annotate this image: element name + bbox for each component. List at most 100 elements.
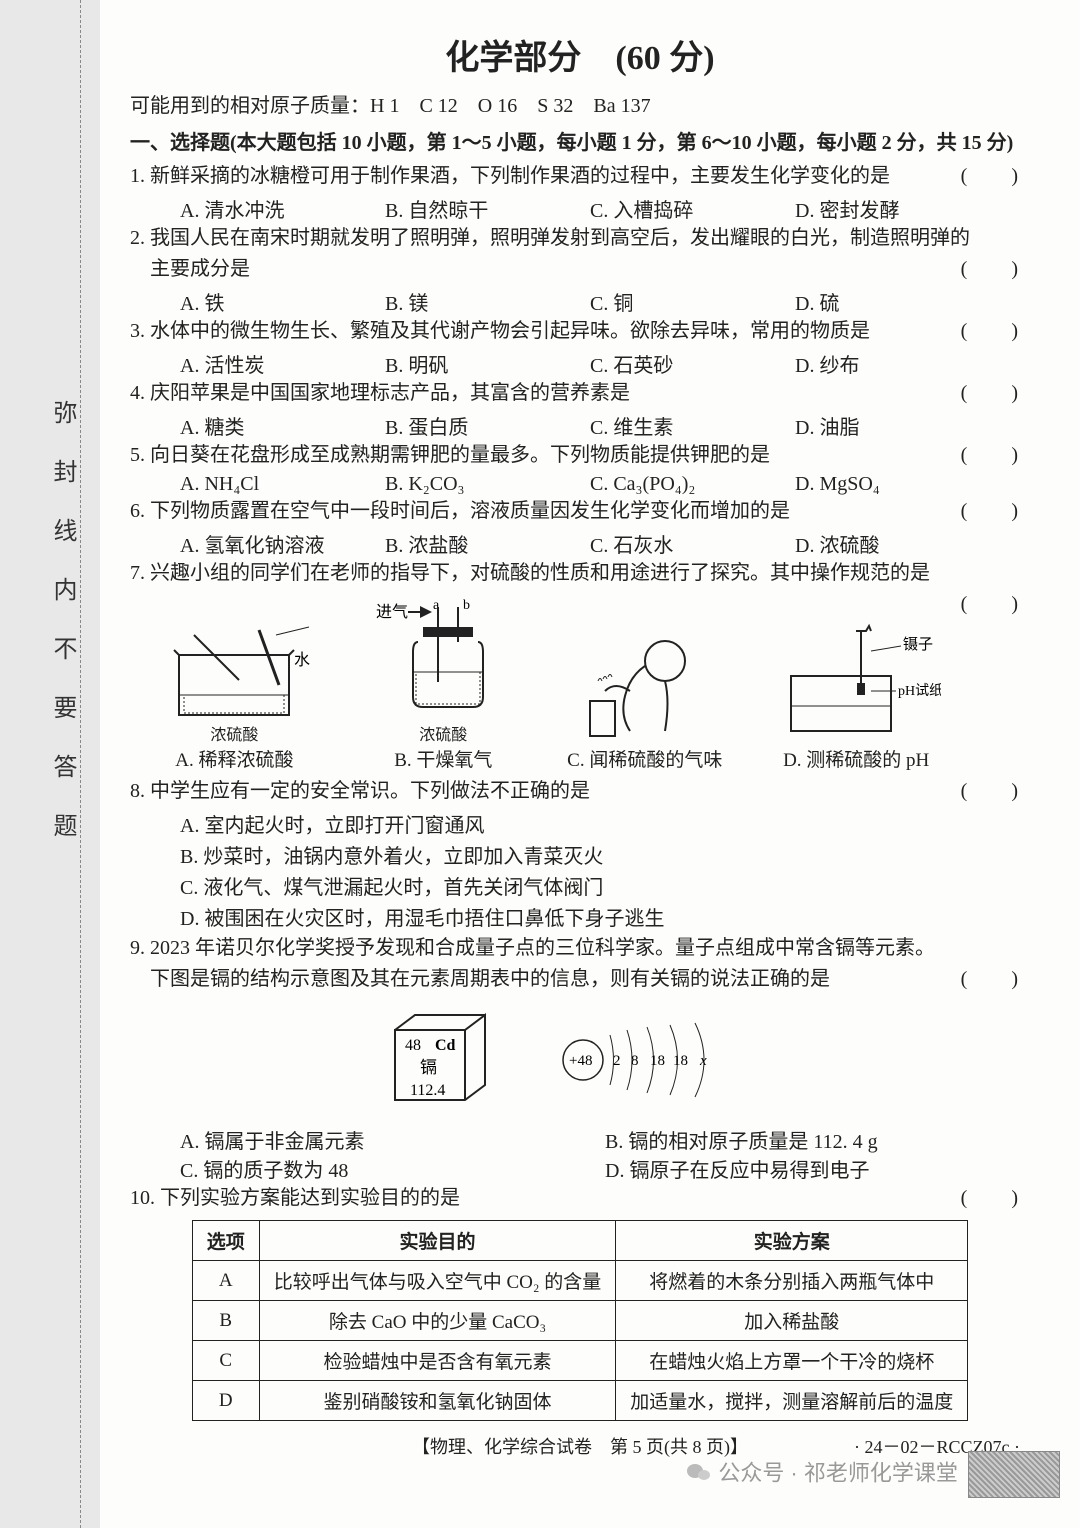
q9-opt-c: C. 镉的质子数为 48 xyxy=(180,1154,605,1183)
q4-stem: 4. 庆阳苹果是中国国家地理标志产品，其富含的营养素是( ) xyxy=(130,378,1030,409)
q2-stem2: 主要成分是( ) xyxy=(130,254,1030,285)
q5-opt-d: D. MgSO₄ xyxy=(795,473,1000,496)
table-row: A 比较呼出气体与吸入空气中 CO₂ 的含量 将燃着的木条分别插入两瓶气体中 xyxy=(192,1261,968,1301)
q2-opt-a: A. 铁 xyxy=(180,287,385,316)
q7-fig-d: 镊子 pH试纸 D. 测稀硫酸的 pH xyxy=(771,621,941,772)
question-6: 6. 下列物质露置在空气中一段时间后，溶液质量因发生化学变化而增加的是( ) xyxy=(130,496,1030,527)
q3-opt-a: A. 活性炭 xyxy=(180,349,385,378)
svg-text:镉: 镉 xyxy=(420,1058,437,1077)
q6-options: A. 氢氧化钠溶液 B. 浓盐酸 C. 石灰水 D. 浓硫酸 xyxy=(130,529,1030,558)
q7-stem: 7. 兴趣小组的同学们在老师的指导下，对硫酸的性质和用途进行了探究。其中操作规范… xyxy=(130,558,1030,589)
q1-opt-b: B. 自然晾干 xyxy=(385,194,590,223)
q5-opt-c: C. Ca₃(PO₄)₂ xyxy=(590,473,795,496)
q10-stem: 10. 下列实验方案能达到实验目的的是( ) xyxy=(130,1183,1030,1214)
question-8: 8. 中学生应有一定的安全常识。下列做法不正确的是( ) xyxy=(130,776,1030,807)
q7-fig-b: 进气 a b 浓硫酸 B. 干燥氧气 xyxy=(368,597,518,772)
q6-opt-b: B. 浓盐酸 xyxy=(385,529,590,558)
q9-opt-a: A. 镉属于非金属元素 xyxy=(180,1125,605,1154)
question-9: 9. 2023 年诺贝尔化学奖授予发现和合成量子点的三位科学家。量子点组成中常含… xyxy=(130,933,1030,995)
q2-options: A. 铁 B. 镁 C. 铜 D. 硫 xyxy=(130,287,1030,316)
svg-text:b: b xyxy=(463,598,470,613)
q10-table: 选项 实验目的 实验方案 A 比较呼出气体与吸入空气中 CO₂ 的含量 将燃着的… xyxy=(192,1220,969,1421)
q8-opt-c: C. 液化气、煤气泄漏起火时，首先关闭气体阀门 xyxy=(180,871,1030,900)
q7-figA-acid-label: 浓硫酸 xyxy=(149,721,319,745)
th-option: 选项 xyxy=(192,1221,259,1261)
q5-opt-b: B. K₂CO₃ xyxy=(385,473,590,496)
q6-stem: 6. 下列物质露置在空气中一段时间后，溶液质量因发生化学变化而增加的是( ) xyxy=(130,496,1030,527)
q5-opt-a: A. NH₄Cl xyxy=(180,473,385,496)
q4-opt-b: B. 蛋白质 xyxy=(385,411,590,440)
question-5: 5. 向日葵在花盘形成至成熟期需钾肥的量最多。下列物质能提供钾肥的是( ) xyxy=(130,440,1030,471)
q1-options: A. 清水冲洗 B. 自然晾干 C. 入槽捣碎 D. 密封发酵 xyxy=(130,194,1030,223)
q3-options: A. 活性炭 B. 明矾 C. 石英砂 D. 纱布 xyxy=(130,349,1030,378)
question-3: 3. 水体中的微生物生长、繁殖及其代谢产物会引起异味。欲除去异味，常用的物质是(… xyxy=(130,316,1030,347)
svg-text:2: 2 xyxy=(613,1053,621,1069)
q4-opt-a: A. 糖类 xyxy=(180,411,385,440)
question-7: 7. 兴趣小组的同学们在老师的指导下，对硫酸的性质和用途进行了探究。其中操作规范… xyxy=(130,558,1030,589)
q8-options: A. 室内起火时，立即打开门窗通风 B. 炒菜时，油锅内意外着火，立即加入青菜灭… xyxy=(130,809,1030,931)
svg-text:pH试纸: pH试纸 xyxy=(898,683,941,699)
svg-text:112.4: 112.4 xyxy=(410,1082,445,1099)
q9-options-row2: C. 镉的质子数为 48 D. 镉原子在反应中易得到电子 xyxy=(130,1154,1030,1183)
q5-stem: 5. 向日葵在花盘形成至成熟期需钾肥的量最多。下列物质能提供钾肥的是( ) xyxy=(130,440,1030,471)
q7-figC-caption: C. 闻稀硫酸的气味 xyxy=(567,745,722,772)
wechat-icon xyxy=(686,1461,712,1489)
q6-opt-d: D. 浓硫酸 xyxy=(795,529,1000,558)
th-plan: 实验方案 xyxy=(616,1221,968,1261)
qr-code-icon xyxy=(968,1451,1060,1498)
svg-text:18: 18 xyxy=(650,1053,665,1069)
atomic-masses: 可能用到的相对原子质量：H 1 C 12 O 16 S 32 Ba 137 xyxy=(130,89,1030,118)
q4-opt-c: C. 维生素 xyxy=(590,411,795,440)
q7-figA-caption: A. 稀释浓硫酸 xyxy=(149,745,319,772)
svg-text:8: 8 xyxy=(631,1053,639,1069)
q7-figB-acid-label: 浓硫酸 xyxy=(368,721,518,745)
q8-opt-b: B. 炒菜时，油锅内意外着火，立即加入青菜灭火 xyxy=(180,840,1030,869)
question-4: 4. 庆阳苹果是中国国家地理标志产品，其富含的营养素是( ) xyxy=(130,378,1030,409)
table-row: C 检验蜡烛中是否含有氧元素 在蜡烛火焰上方罩一个干冷的烧杯 xyxy=(192,1341,968,1381)
periodic-table-cell-icon: 48 Cd 镉 112.4 xyxy=(375,1005,505,1115)
svg-text:镊子: 镊子 xyxy=(903,636,933,653)
table-row: B 除去 CaO 中的少量 CaCO₃ 加入稀盐酸 xyxy=(192,1301,968,1341)
q9-opt-d: D. 镉原子在反应中易得到电子 xyxy=(605,1154,1030,1183)
ph-test-icon: 镊子 pH试纸 xyxy=(771,621,941,741)
gas-drying-bottle-icon: 进气 a b xyxy=(368,597,518,717)
question-2: 2. 我国人民在南宋时期就发明了照明弹，照明弹发射到高空后，发出耀眼的白光，制造… xyxy=(130,223,1030,285)
watermark: 公众号 · 祁老师化学课堂 xyxy=(686,1451,1060,1498)
svg-text:进气: 进气 xyxy=(376,603,408,621)
q2-stem1: 2. 我国人民在南宋时期就发明了照明弹，照明弹发射到高空后，发出耀眼的白光，制造… xyxy=(130,223,1030,254)
q3-opt-b: B. 明矾 xyxy=(385,349,590,378)
q4-opt-d: D. 油脂 xyxy=(795,411,1000,440)
q8-opt-a: A. 室内起火时，立即打开门窗通风 xyxy=(180,809,1030,838)
q9-figures: 48 Cd 镉 112.4 +48 2 8 18 18 x xyxy=(130,1005,1030,1115)
q9-opt-b: B. 镉的相对原子质量是 112. 4 g xyxy=(605,1125,1030,1154)
smell-gas-icon xyxy=(570,621,720,741)
exam-page: 化学部分 (60 分) 可能用到的相对原子质量：H 1 C 12 O 16 S … xyxy=(100,0,1080,1528)
page-title: 化学部分 (60 分) xyxy=(130,30,1030,79)
question-10: 10. 下列实验方案能达到实验目的的是( ) xyxy=(130,1183,1030,1214)
q3-opt-d: D. 纱布 xyxy=(795,349,1000,378)
q1-opt-a: A. 清水冲洗 xyxy=(180,194,385,223)
svg-text:48: 48 xyxy=(405,1037,421,1054)
q1-stem: 1. 新鲜采摘的冰糖橙可用于制作果酒，下列制作果酒的过程中，主要发生化学变化的是… xyxy=(130,161,1030,192)
svg-text:x: x xyxy=(699,1053,707,1069)
q7-fig-a: 水 浓硫酸 A. 稀释浓硫酸 xyxy=(149,605,319,772)
q2-opt-d: D. 硫 xyxy=(795,287,1000,316)
binding-line xyxy=(80,0,81,1528)
q3-opt-c: C. 石英砂 xyxy=(590,349,795,378)
beaker-dilute-icon: 水 xyxy=(149,605,319,725)
binding-margin-text: 弥封线内不要答题 xyxy=(45,400,80,872)
svg-text:18: 18 xyxy=(673,1053,688,1069)
svg-text:Cd: Cd xyxy=(435,1037,456,1054)
q7-fig-c: C. 闻稀硫酸的气味 xyxy=(567,621,722,772)
q1-opt-d: D. 密封发酵 xyxy=(795,194,1000,223)
atomic-structure-icon: +48 2 8 18 18 x xyxy=(555,1015,785,1105)
q2-opt-c: C. 铜 xyxy=(590,287,795,316)
q1-opt-c: C. 入槽捣碎 xyxy=(590,194,795,223)
q2-opt-b: B. 镁 xyxy=(385,287,590,316)
q6-opt-a: A. 氢氧化钠溶液 xyxy=(180,529,385,558)
q5-options: A. NH₄Cl B. K₂CO₃ C. Ca₃(PO₄)₂ D. MgSO₄ xyxy=(130,473,1030,496)
q4-options: A. 糖类 B. 蛋白质 C. 维生素 D. 油脂 xyxy=(130,411,1030,440)
q7-figD-caption: D. 测稀硫酸的 pH xyxy=(771,745,941,772)
q9-stem1: 9. 2023 年诺贝尔化学奖授予发现和合成量子点的三位科学家。量子点组成中常含… xyxy=(130,933,1030,964)
q9-stem2: 下图是镉的结构示意图及其在元素周期表中的信息，则有关镉的说法正确的是( ) xyxy=(130,964,1030,995)
